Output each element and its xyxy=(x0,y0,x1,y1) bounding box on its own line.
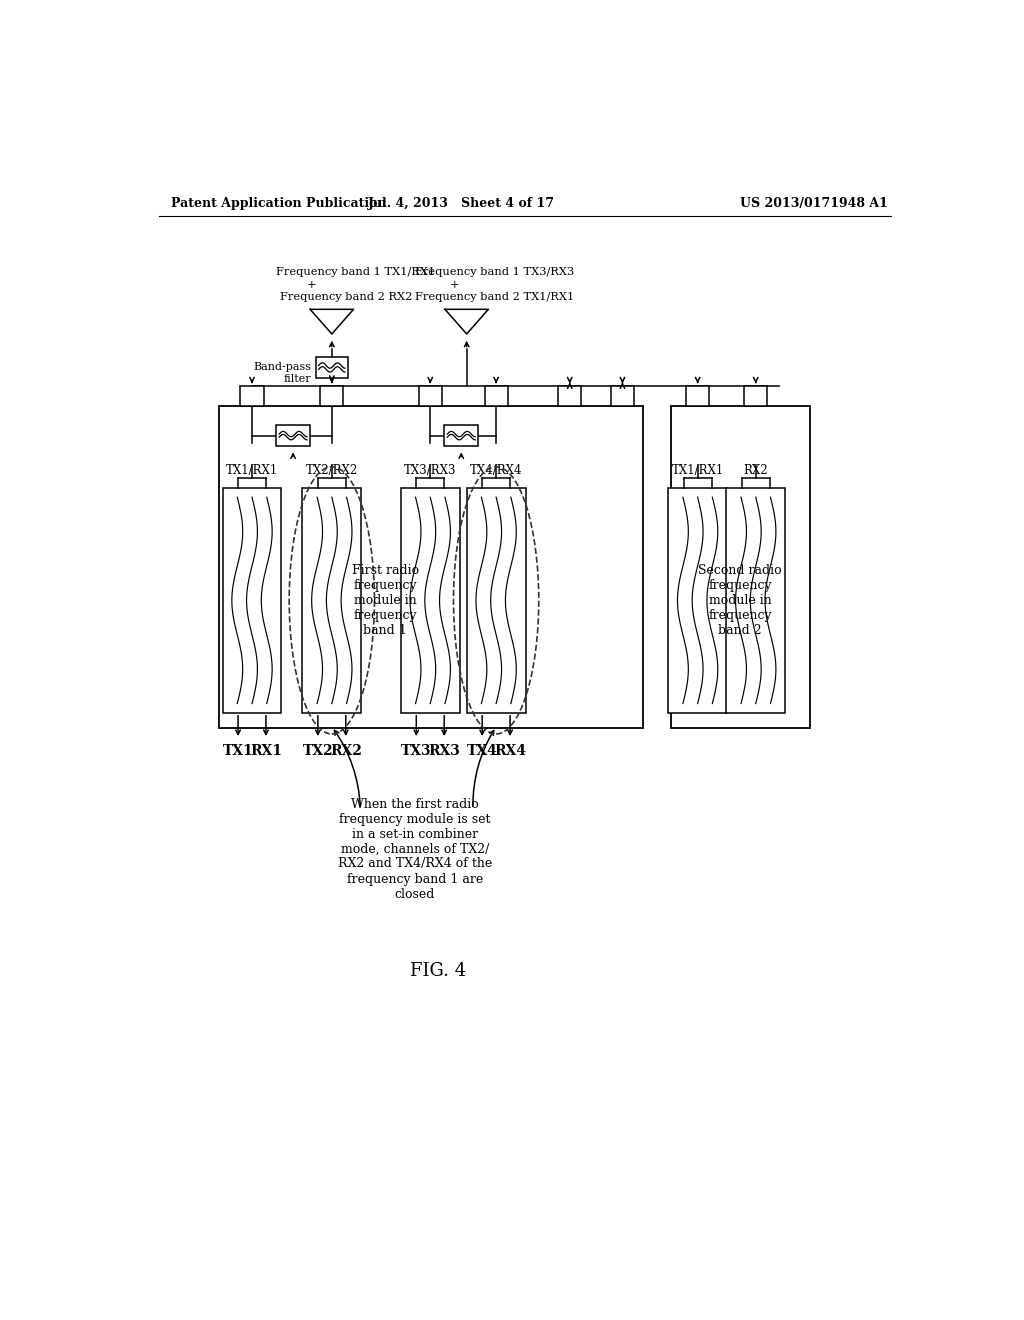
Text: First radio
frequency
module in
frequency
band 1: First radio frequency module in frequenc… xyxy=(351,564,419,636)
Text: RX2: RX2 xyxy=(743,463,768,477)
Bar xyxy=(419,385,442,407)
Bar xyxy=(241,385,263,407)
Text: Band-pass
filter: Band-pass filter xyxy=(254,363,311,384)
Text: Second radio
frequency
module in
frequency
band 2: Second radio frequency module in frequen… xyxy=(698,564,782,636)
Bar xyxy=(400,488,460,713)
Bar xyxy=(671,407,810,729)
Text: Frequency band 1 TX1/RX1: Frequency band 1 TX1/RX1 xyxy=(276,268,435,277)
Text: TX1/RX1: TX1/RX1 xyxy=(226,463,279,477)
Text: TX1/RX1: TX1/RX1 xyxy=(672,463,724,477)
Text: Frequency band 1 TX3/RX3: Frequency band 1 TX3/RX3 xyxy=(415,268,574,277)
Bar xyxy=(444,425,478,446)
Text: TX2/RX2: TX2/RX2 xyxy=(306,463,358,477)
Bar xyxy=(302,488,361,713)
Bar xyxy=(321,385,343,407)
Text: +: + xyxy=(306,280,315,290)
Text: +: + xyxy=(450,280,459,290)
Bar xyxy=(467,488,525,713)
Text: RX4: RX4 xyxy=(494,744,526,758)
Text: TX3/RX3: TX3/RX3 xyxy=(404,463,457,477)
Text: RX3: RX3 xyxy=(428,744,460,758)
Text: TX3: TX3 xyxy=(401,744,431,758)
Bar xyxy=(315,358,348,378)
Text: TX4/RX4: TX4/RX4 xyxy=(470,463,522,477)
Text: RX2: RX2 xyxy=(330,744,361,758)
Bar xyxy=(686,385,710,407)
Text: Frequency band 2 TX1/RX1: Frequency band 2 TX1/RX1 xyxy=(415,292,574,302)
Text: FIG. 4: FIG. 4 xyxy=(410,962,466,979)
Text: US 2013/0171948 A1: US 2013/0171948 A1 xyxy=(740,197,888,210)
Text: RX1: RX1 xyxy=(250,744,282,758)
Text: When the first radio
frequency module is set
in a set-in combiner
mode, channels: When the first radio frequency module is… xyxy=(338,797,492,900)
Bar xyxy=(744,385,767,407)
Bar xyxy=(222,488,282,713)
Text: TX4: TX4 xyxy=(467,744,498,758)
Bar xyxy=(276,425,310,446)
Bar xyxy=(669,488,727,713)
Bar xyxy=(558,385,582,407)
Text: Frequency band 2 RX2: Frequency band 2 RX2 xyxy=(280,292,413,302)
Text: TX2: TX2 xyxy=(302,744,333,758)
Bar xyxy=(611,385,634,407)
Text: Patent Application Publication: Patent Application Publication xyxy=(171,197,386,210)
Text: TX1: TX1 xyxy=(222,744,253,758)
Bar xyxy=(726,488,785,713)
Bar xyxy=(484,385,508,407)
Text: Jul. 4, 2013   Sheet 4 of 17: Jul. 4, 2013 Sheet 4 of 17 xyxy=(368,197,555,210)
Bar xyxy=(219,407,643,729)
